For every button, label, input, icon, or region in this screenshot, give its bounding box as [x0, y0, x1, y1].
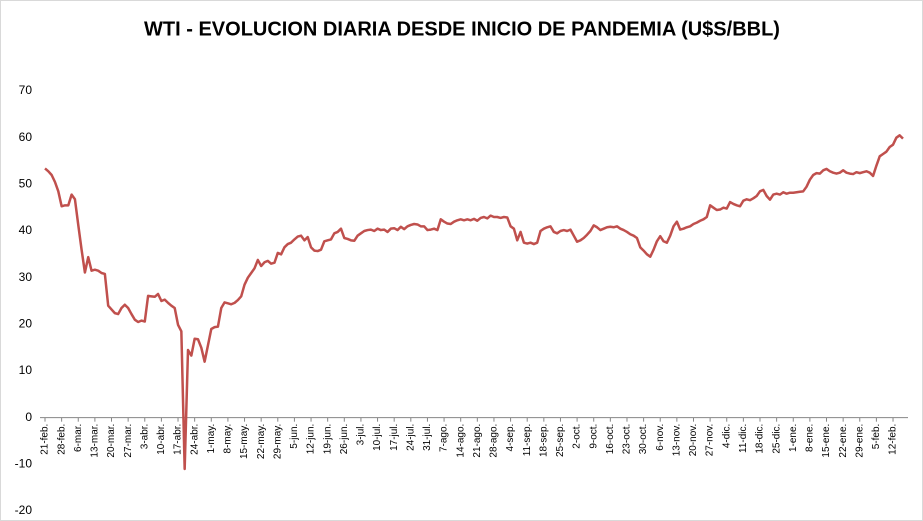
- x-tick-label: 10-abr.: [156, 424, 167, 455]
- x-tick-label: 11-dic.: [738, 424, 749, 453]
- x-tick-label: 15-ene.: [821, 424, 832, 458]
- x-tick-label: 28-feb.: [56, 424, 67, 455]
- x-tick-label: 5-feb.: [871, 424, 882, 450]
- x-tick-label: 21-feb.: [40, 424, 51, 455]
- x-tick-label: 31-jul.: [422, 424, 433, 451]
- x-tick-label: 1-ene.: [788, 424, 799, 452]
- x-tick-label: 4-sep.: [505, 424, 516, 452]
- x-tick-label: 1-may.: [206, 424, 217, 454]
- x-tick-label: 12-feb.: [888, 424, 899, 455]
- x-tick-label: 22-may.: [256, 424, 267, 459]
- y-tick-label: 60: [19, 130, 33, 144]
- x-tick-label: 26-jun.: [339, 424, 350, 455]
- x-tick-label: 15-may.: [239, 424, 250, 459]
- x-tick-label: 16-oct.: [605, 424, 616, 455]
- x-tick-label: 29-may.: [272, 424, 283, 459]
- y-tick-label: 0: [25, 410, 32, 424]
- y-tick-label: 70: [19, 83, 33, 97]
- x-tick-label: 25-sep.: [555, 424, 566, 457]
- x-tick-label: 22-ene.: [838, 424, 849, 458]
- x-tick-label: 17-jul.: [389, 424, 400, 451]
- x-tick-label: 23-oct.: [622, 424, 633, 455]
- x-tick-label: 13-mar.: [90, 424, 101, 458]
- x-tick-label: 24-jul.: [405, 424, 416, 451]
- x-tick-label: 30-oct.: [638, 424, 649, 455]
- price-line: [44, 134, 904, 471]
- y-tick-label: 20: [19, 317, 33, 331]
- y-tick-label: -10: [15, 457, 33, 471]
- x-tick-label: 17-abr.: [173, 424, 184, 455]
- y-tick-label: 30: [19, 270, 33, 284]
- x-tick-label: 6-mar.: [73, 424, 84, 452]
- x-tick-label: 13-nov.: [672, 424, 683, 457]
- x-tick-label: 14-ago.: [455, 424, 466, 458]
- x-tick-label: 7-ago.: [439, 424, 450, 452]
- y-tick-label: 10: [19, 363, 33, 377]
- x-tick-label: 8-may.: [223, 424, 234, 454]
- x-tick-label: 18-sep.: [538, 424, 549, 457]
- chart-title: WTI - EVOLUCION DIARIA DESDE INICIO DE P…: [144, 18, 780, 40]
- x-tick-label: 2-oct.: [572, 424, 583, 449]
- x-tick-label: 29-ene.: [854, 424, 865, 458]
- x-tick-label: 28-ago.: [489, 424, 500, 458]
- y-tick-label: -20: [15, 503, 33, 517]
- x-tick-label: 10-jul.: [372, 424, 383, 451]
- x-tick-label: 4-dic.: [721, 424, 732, 448]
- y-tick-label: 50: [19, 177, 33, 191]
- x-tick-label: 12-jun.: [306, 424, 317, 455]
- x-tick-label: 3-abr.: [139, 424, 150, 450]
- y-tick-label: 40: [19, 223, 33, 237]
- x-tick-label: 24-abr.: [189, 424, 200, 455]
- x-tick-label: 27-mar.: [123, 424, 134, 458]
- x-tick-label: 8-ene.: [805, 424, 816, 452]
- x-tick-label: 20-mar.: [106, 424, 117, 458]
- x-tick-label: 27-nov.: [705, 424, 716, 457]
- x-tick-label: 9-oct.: [588, 424, 599, 449]
- x-tick-label: 25-dic.: [771, 424, 782, 454]
- x-tick-label: 19-jun.: [322, 424, 333, 455]
- x-tick-label: 6-nov.: [655, 424, 666, 451]
- x-tick-label: 11-sep.: [522, 424, 533, 457]
- x-tick-label: 21-ago.: [472, 424, 483, 458]
- x-tick-label: 18-dic.: [755, 424, 766, 454]
- x-tick-label: 20-nov.: [688, 424, 699, 457]
- x-tick-label: 5-jun.: [289, 424, 300, 449]
- x-tick-label: 3-jul.: [356, 424, 367, 446]
